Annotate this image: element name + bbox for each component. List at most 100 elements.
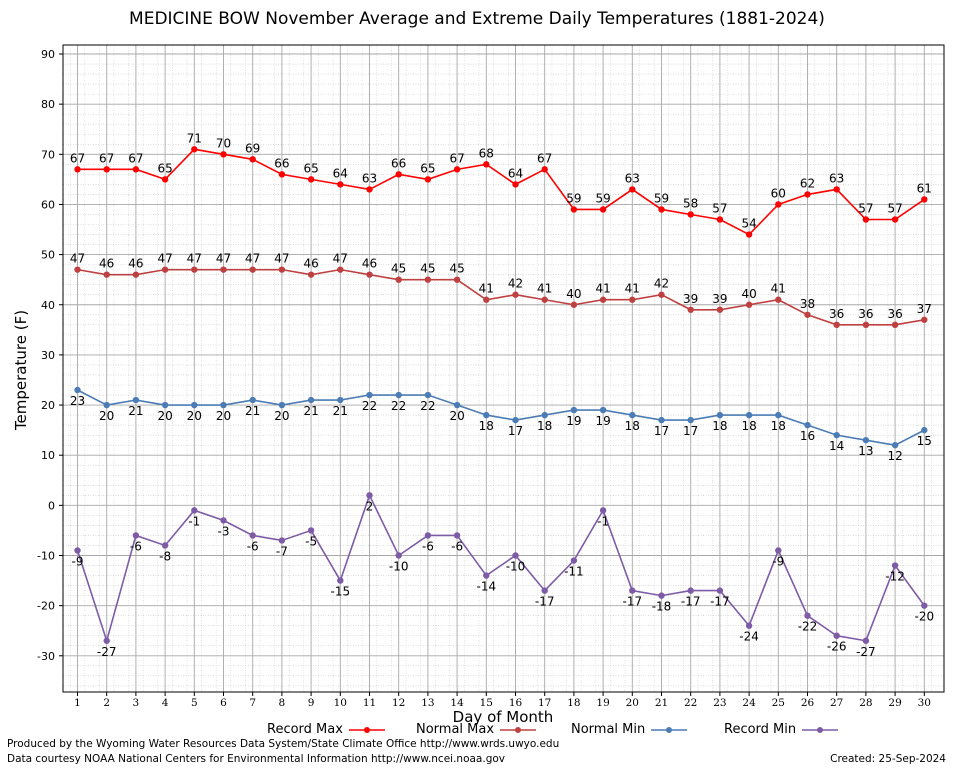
data-point-record-min	[307, 527, 315, 534]
data-label-normal-min: 14	[829, 439, 844, 453]
data-label-record-min: -24	[739, 630, 759, 644]
data-label-record-max: 61	[917, 181, 932, 195]
data-label-normal-min: 18	[479, 419, 494, 433]
data-label-normal-min: 12	[887, 449, 902, 463]
data-point-record-max	[483, 161, 490, 168]
data-label-normal-min: 17	[654, 424, 669, 438]
data-point-normal-max	[804, 311, 811, 318]
data-label-record-max: 58	[683, 196, 698, 210]
data-point-record-max	[395, 171, 402, 178]
data-label-normal-min: 13	[858, 444, 873, 458]
data-point-normal-min	[687, 416, 694, 424]
data-point-record-min	[278, 537, 286, 544]
x-tick-label: 9	[308, 697, 315, 709]
y-tick-label: 0	[48, 499, 55, 512]
legend-label-record-max: Record Max	[267, 722, 343, 737]
data-point-record-min	[512, 552, 519, 559]
data-point-record-min	[132, 532, 140, 539]
data-label-normal-min: 19	[566, 414, 581, 428]
x-tick-label: 26	[801, 697, 815, 709]
data-label-record-min: -9	[72, 554, 84, 568]
data-point-normal-max	[366, 271, 373, 278]
data-point-record-max	[424, 176, 432, 183]
data-point-record-min	[161, 542, 169, 549]
data-point-record-max	[220, 151, 227, 158]
data-point-normal-min	[833, 431, 840, 439]
data-point-record-max	[307, 176, 315, 183]
data-label-normal-max: 47	[70, 252, 85, 266]
data-label-normal-min: 18	[771, 419, 786, 433]
data-point-normal-min	[366, 391, 373, 399]
data-point-record-max	[745, 231, 753, 238]
data-label-record-max: 62	[800, 176, 815, 190]
data-label-normal-min: 20	[449, 409, 464, 423]
data-label-record-min: -15	[330, 585, 350, 599]
data-point-normal-min	[103, 401, 110, 409]
data-point-normal-max	[599, 296, 607, 303]
y-tick-label: 60	[41, 198, 55, 211]
data-label-normal-max: 37	[917, 302, 932, 316]
y-tick-label: 10	[41, 449, 55, 462]
data-point-record-max	[891, 216, 899, 223]
data-point-record-min	[453, 532, 461, 539]
data-label-normal-max: 45	[420, 262, 435, 276]
data-label-normal-max: 46	[362, 257, 377, 271]
data-point-normal-min	[424, 391, 432, 399]
data-point-normal-min	[249, 396, 256, 404]
data-point-record-max	[804, 191, 811, 198]
data-point-normal-min	[220, 401, 227, 409]
data-point-normal-max	[424, 276, 432, 283]
y-axis-label: Temperature (F)	[12, 309, 30, 431]
data-point-record-max	[570, 206, 578, 213]
y-tick-label: 90	[41, 48, 55, 61]
legend-swatch-normal-min	[651, 726, 688, 733]
y-tick-label: 40	[41, 299, 55, 312]
data-point-record-max	[833, 186, 840, 193]
y-tick-label: 20	[41, 399, 55, 412]
data-label-normal-min: 22	[391, 399, 406, 413]
data-point-record-min	[745, 622, 753, 629]
data-label-record-max: 65	[157, 161, 172, 175]
x-tick-label: 25	[772, 697, 785, 709]
y-tick-label: -30	[37, 650, 55, 663]
data-point-normal-min	[862, 436, 870, 444]
data-label-normal-max: 42	[654, 277, 669, 291]
data-point-record-min	[103, 637, 110, 644]
data-label-record-min: -6	[130, 539, 142, 553]
data-point-normal-max	[716, 306, 724, 313]
x-tick-label: 5	[191, 697, 198, 709]
data-label-normal-min: 21	[303, 404, 318, 418]
data-label-record-min: -17	[622, 595, 642, 609]
data-point-normal-min	[658, 416, 665, 424]
data-label-normal-max: 45	[391, 262, 406, 276]
data-label-normal-max: 45	[449, 262, 464, 276]
data-label-record-min: -10	[506, 560, 526, 574]
data-point-record-min	[249, 532, 256, 539]
series-line-record-min	[76, 493, 925, 644]
data-point-record-min	[687, 587, 694, 594]
data-label-record-min: -18	[652, 600, 672, 614]
data-point-record-min	[775, 547, 782, 554]
data-label-record-min: -6	[247, 539, 259, 553]
data-label-normal-min: 21	[128, 404, 143, 418]
legend-record-max: Record Max	[267, 722, 387, 737]
data-label-normal-max: 38	[800, 297, 815, 311]
data-label-record-max: 67	[99, 151, 114, 165]
legend-swatch-record-max	[349, 726, 386, 733]
data-point-record-min	[658, 592, 665, 599]
x-tick-label: 13	[421, 697, 434, 709]
x-tick-label: 15	[480, 697, 493, 709]
data-label-normal-max: 47	[216, 252, 231, 266]
x-tick-label: 24	[742, 697, 756, 709]
data-label-normal-min: 18	[741, 419, 756, 433]
data-point-record-min	[220, 517, 227, 524]
data-label-normal-max: 41	[625, 282, 640, 296]
data-label-record-max: 67	[537, 151, 552, 165]
data-label-record-max: 54	[741, 217, 756, 231]
data-label-record-min: -17	[681, 595, 701, 609]
data-label-record-max: 65	[420, 161, 435, 175]
data-point-normal-max	[745, 301, 753, 308]
data-point-record-max	[862, 216, 870, 223]
data-label-record-max: 70	[216, 136, 231, 150]
data-point-normal-max	[220, 266, 227, 273]
